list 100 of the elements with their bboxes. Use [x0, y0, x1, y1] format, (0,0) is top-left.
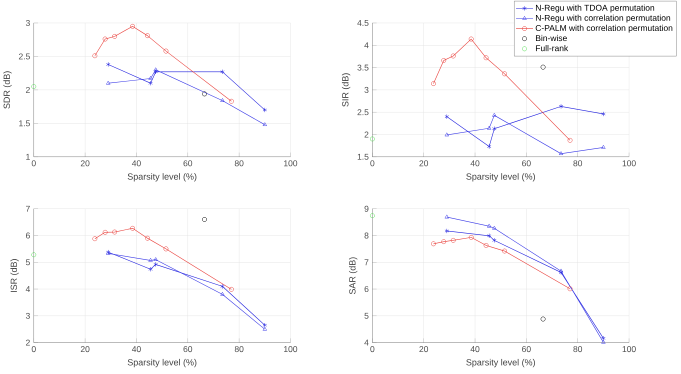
- x-tick-label: 100: [284, 160, 298, 167]
- legend-label: Bin-wise: [536, 35, 567, 42]
- x-tick-label: 100: [622, 346, 636, 352]
- legend-label: N-Regu with correlation permutation: [536, 14, 670, 23]
- legend-label: C-PALM with correlation permutation: [536, 25, 672, 33]
- point: [154, 68, 158, 72]
- point: [441, 239, 446, 244]
- y-tick-label: 8: [364, 232, 368, 239]
- point: [202, 217, 207, 222]
- point: [492, 126, 496, 132]
- y-tick-label: 5: [26, 260, 30, 266]
- point: [164, 48, 168, 54]
- point: [487, 144, 492, 150]
- point: [112, 230, 118, 235]
- point: [102, 36, 108, 42]
- y-tick-label: 6: [364, 286, 368, 292]
- point: [502, 248, 508, 254]
- point: [558, 151, 564, 156]
- point: [487, 224, 492, 228]
- x-tick-label: 0: [370, 346, 374, 352]
- y-tick-label: 2: [26, 87, 30, 94]
- x-tick-label: 80: [573, 346, 582, 352]
- point: [220, 292, 225, 296]
- y-tick-label: 2.5: [18, 54, 30, 60]
- y-tick-label: 3: [26, 20, 30, 26]
- y-tick-label: 4: [26, 286, 30, 292]
- x-tick-label: 100: [284, 346, 298, 352]
- point: [31, 252, 36, 258]
- x-axis-title: Sparsity level (%): [128, 173, 196, 182]
- point: [558, 104, 564, 110]
- x-tick-label: 40: [470, 346, 480, 352]
- y-tick-label: 9: [364, 206, 368, 212]
- point: [540, 64, 546, 70]
- point: [220, 70, 225, 74]
- y-tick-label: 5: [364, 313, 369, 319]
- point: [492, 226, 496, 230]
- point: [130, 226, 136, 231]
- y-tick-label: 6: [26, 232, 30, 239]
- point: [468, 36, 474, 42]
- y-tick-label: 3: [26, 313, 30, 320]
- x-axis-title: Sparsity level (%): [128, 359, 196, 368]
- x-tick-label: 20: [419, 346, 428, 352]
- y-tick-label: 1: [26, 154, 30, 160]
- point: [487, 126, 492, 130]
- x-tick-label: 40: [132, 346, 141, 352]
- point: [154, 257, 158, 262]
- y-tick-label: 7: [26, 206, 30, 212]
- x-tick-label: 60: [184, 346, 192, 352]
- point: [148, 267, 153, 272]
- x-tick-label: 20: [419, 160, 428, 167]
- y-axis-title: SAR (dB): [348, 258, 358, 294]
- y-tick-label: 4: [364, 340, 369, 346]
- x-tick-label: 0: [32, 346, 36, 352]
- x-tick-label: 100: [622, 160, 636, 167]
- point: [148, 80, 153, 86]
- point: [145, 33, 150, 38]
- y-axis-title: SIR (dB): [342, 73, 350, 107]
- x-tick-label: 0: [370, 160, 374, 167]
- y-tick-label: 3: [364, 87, 368, 94]
- point: [31, 84, 36, 90]
- point: [468, 235, 474, 240]
- point: [154, 70, 158, 74]
- x-tick-label: 60: [522, 346, 531, 352]
- point: [492, 113, 496, 117]
- point: [450, 238, 456, 243]
- x-tick-label: 80: [234, 160, 244, 167]
- y-axis-title: ISR (dB): [10, 259, 19, 292]
- x-tick-label: 20: [80, 346, 90, 352]
- legend-label: N-Regu with TDOA permutation: [536, 4, 654, 13]
- x-tick-label: 40: [132, 160, 141, 167]
- y-tick-label: 1.5: [358, 154, 369, 160]
- point: [102, 230, 108, 235]
- point: [484, 56, 489, 60]
- point: [112, 34, 118, 40]
- x-tick-label: 40: [470, 160, 480, 167]
- x-axis-title: Sparsity level (%): [466, 359, 535, 368]
- point: [202, 92, 207, 97]
- point: [558, 270, 564, 276]
- point: [492, 238, 496, 243]
- x-tick-label: 60: [184, 160, 192, 167]
- point: [502, 72, 508, 76]
- point: [450, 54, 456, 59]
- x-tick-label: 20: [80, 160, 90, 167]
- y-axis-title: SDR (dB): [3, 72, 12, 109]
- x-tick-label: 60: [522, 160, 531, 167]
- point: [148, 76, 153, 80]
- point: [220, 98, 225, 102]
- y-tick-label: 4.5: [357, 20, 369, 26]
- point: [130, 24, 136, 29]
- point: [145, 236, 150, 241]
- point: [148, 258, 153, 262]
- point: [441, 58, 446, 64]
- y-tick-label: 7: [364, 260, 368, 266]
- x-tick-label: 0: [32, 160, 36, 167]
- point: [487, 234, 492, 238]
- point: [164, 246, 168, 252]
- y-tick-label: 2: [364, 132, 368, 138]
- point: [484, 243, 489, 248]
- y-tick-label: 3.5: [357, 64, 369, 71]
- point: [370, 136, 375, 142]
